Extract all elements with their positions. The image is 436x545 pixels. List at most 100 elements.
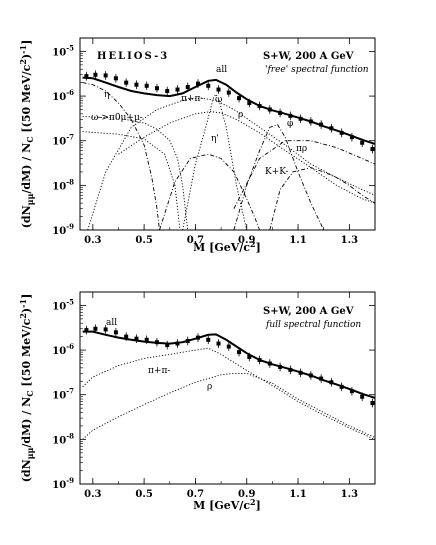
x-tick-label: 1.3 — [341, 489, 358, 500]
data-point — [278, 108, 283, 118]
top-panel: 0.3 0.5 0.7 0.9 1.1 1.3 10-910-810-710-610-5 … — [18, 37, 376, 254]
data-point — [288, 365, 293, 375]
data-point — [124, 332, 129, 341]
data-point — [196, 333, 200, 342]
data-point — [349, 386, 354, 396]
bottom-y-axis-title: (dNμμ/dM) / NC [(50 MeV/c2)-1] — [18, 294, 35, 483]
data-point — [103, 325, 108, 334]
data-point — [370, 398, 375, 408]
data-point — [360, 392, 365, 402]
top-x-axis-title: M [GeV/c2] — [193, 239, 261, 254]
curve-all-0 — [82, 76, 376, 145]
x-tick-label: 0.7 — [187, 489, 204, 500]
curve---8 — [233, 124, 325, 231]
top-left-label: HELIOS-3 — [97, 51, 169, 62]
top-label-eta: η — [104, 90, 109, 100]
data-point — [196, 79, 200, 88]
x-tick-label: 0.3 — [84, 489, 101, 500]
y-tick-label: 10-6 — [52, 342, 74, 357]
data-point — [339, 128, 344, 138]
x-tick-label: 0.5 — [135, 489, 152, 500]
x-tick-label: 0.3 — [84, 235, 101, 246]
top-label-rho: ρ — [238, 110, 243, 120]
data-point — [237, 347, 242, 357]
curve---7 — [159, 153, 261, 231]
data-point — [298, 368, 303, 378]
bottom-label-all: all — [106, 318, 117, 328]
bottom-plot-frame — [79, 291, 376, 485]
data-point — [247, 98, 252, 108]
y-tick-label: 10-7 — [52, 387, 74, 402]
y-tick-label: 10-9 — [52, 222, 74, 237]
curve--0--2 — [82, 115, 189, 231]
curve-k-k--10 — [269, 167, 376, 231]
bottom-y-ticks: 10-9 10-8 10-7 10-6 10-5 — [52, 297, 375, 491]
y-tick-label: 10-9 — [52, 476, 74, 491]
x-tick-label: 1.1 — [289, 489, 306, 500]
data-point — [216, 85, 221, 94]
data-point — [308, 117, 313, 126]
data-point — [84, 325, 89, 335]
data-point — [226, 88, 231, 97]
y-tick-label: 10-6 — [52, 88, 74, 103]
top-label-omega-dalitz: ω->π0μ+μ- — [91, 113, 143, 123]
top-label-all: all — [216, 65, 227, 75]
top-data-points — [84, 70, 375, 154]
data-point — [329, 377, 334, 387]
top-y-axis-title: (dNμμ/dM) / NC [(50 MeV/c2)-1] — [18, 40, 35, 229]
y-tick-label: 10-5 — [52, 297, 74, 312]
data-point — [175, 85, 180, 94]
data-point — [175, 339, 180, 348]
data-point — [124, 78, 129, 87]
curve---2 — [82, 372, 376, 440]
curve-all-0 — [82, 330, 376, 399]
x-tick-label: 1.3 — [341, 235, 358, 246]
curve--dalitz-sharp-3 — [82, 131, 181, 231]
y-tick-label: 10-8 — [52, 177, 74, 192]
curve---1 — [82, 82, 160, 231]
curve---9 — [233, 140, 376, 209]
bottom-subheadline: full spectral function — [265, 320, 361, 330]
bottom-panel: 0.3 0.5 0.7 0.9 1.1 1.3 10-910-810-710-610-5 … — [18, 291, 376, 512]
data-point — [206, 81, 211, 91]
data-point — [216, 339, 221, 348]
data-point — [237, 93, 242, 103]
top-label-etaprime: η' — [211, 134, 219, 144]
data-point — [154, 337, 159, 347]
bottom-x-ticks: 0.3 0.5 0.7 0.9 1.1 1.3 — [84, 292, 376, 500]
top-x-ticks: 0.3 0.5 0.7 0.9 1.1 1.3 — [84, 38, 376, 246]
top-label-phi: φ — [287, 119, 293, 129]
data-point — [144, 81, 149, 91]
top-label-omega: ω — [215, 95, 222, 105]
data-point — [93, 70, 98, 80]
y-tick-label: 10-5 — [52, 43, 74, 58]
data-point — [165, 340, 170, 350]
data-point — [319, 374, 324, 383]
curve---1 — [82, 347, 376, 440]
data-point — [165, 86, 170, 96]
top-label-kk: K+K- — [265, 167, 288, 177]
top-label-pipi: π+π- — [181, 94, 203, 104]
bottom-curves — [82, 330, 376, 440]
data-point — [257, 355, 262, 365]
data-point — [278, 362, 283, 372]
top-y-ticks: 10-9 10-8 10-7 10-6 10-5 — [52, 43, 375, 237]
data-point — [185, 82, 190, 92]
data-point — [103, 71, 108, 80]
data-point — [288, 111, 293, 121]
x-tick-label: 0.9 — [238, 489, 255, 500]
data-point — [226, 342, 231, 351]
bottom-data-points — [84, 324, 375, 408]
bottom-label-pipi: π+π- — [148, 366, 170, 376]
bottom-label-rho: ρ — [207, 382, 212, 392]
data-point — [154, 83, 159, 93]
data-point — [206, 335, 211, 345]
curve---4 — [87, 97, 376, 231]
data-point — [84, 71, 89, 81]
data-point — [267, 359, 272, 368]
data-point — [134, 80, 139, 90]
top-curves — [82, 76, 376, 231]
data-point — [134, 334, 139, 344]
data-point — [370, 144, 375, 154]
data-point — [93, 324, 98, 334]
